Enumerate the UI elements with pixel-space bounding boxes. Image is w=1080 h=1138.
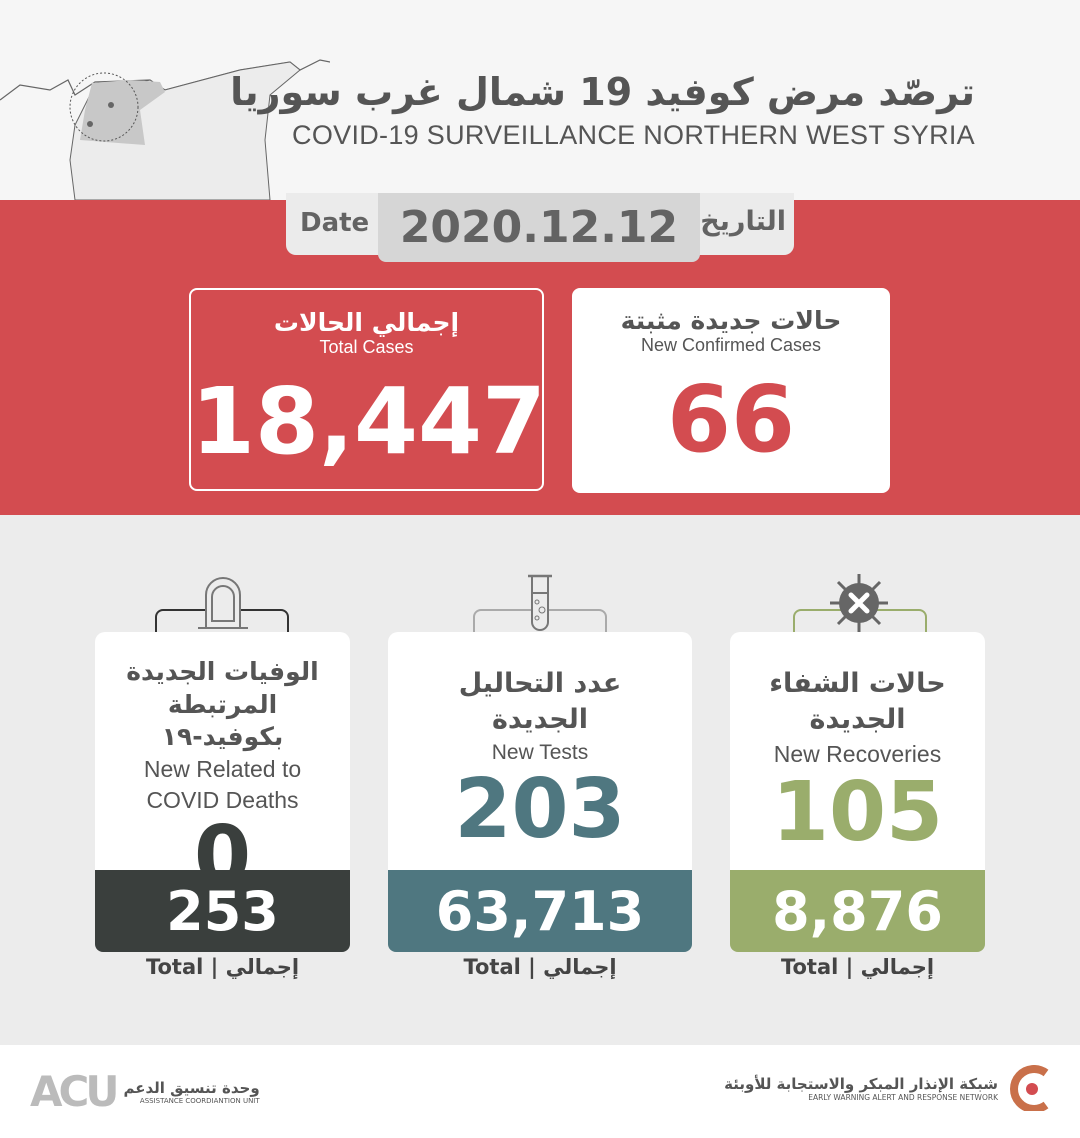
- ewarn-name-ar: شبكة الإنذار المبكر والاستجابة للأوبئة: [724, 1074, 998, 1093]
- acu-name-en: ASSISTANCE COORDIANTION UNIT: [139, 1096, 260, 1105]
- total-cases-value: 18,447: [191, 368, 547, 475]
- tests-label-ar: عدد التحاليل الجديدة: [458, 668, 622, 736]
- new-confirmed-label-en: New Confirmed Cases: [640, 335, 822, 355]
- new-confirmed-card: حالات جديدة مثبتة New Confirmed Cases 66: [572, 288, 890, 493]
- ewarn-logo: شبكة الإنذار المبكر والاستجابة للأوبئة E…: [724, 1065, 1050, 1111]
- acu-logo: ACU وحدة تنسيق الدعم ASSISTANCE COORDIAN…: [30, 1067, 260, 1116]
- ewarn-name-en: EARLY WARNING ALERT AND RESPONSE NETWORK: [808, 1092, 998, 1102]
- new-confirmed-label-ar: حالات جديدة مثبتة: [620, 306, 842, 335]
- tests-total-label: Total | إجمالي: [463, 955, 617, 979]
- title-english: COVID-19 SURVEILLANCE NORTHERN WEST SYRI…: [292, 120, 975, 150]
- ewarn-logo-icon: [1010, 1065, 1049, 1111]
- total-cases-label-en: Total Cases: [319, 337, 414, 357]
- date-label-ar: التاريخ: [700, 206, 786, 237]
- test-tube-icon: [528, 574, 552, 631]
- deaths-label-en: New Related to COVID Deaths: [143, 755, 302, 813]
- tests-label-en: New Tests: [491, 740, 589, 764]
- total-cases-card: إجمالي الحالات Total Cases 18,447: [189, 288, 547, 491]
- date-value: 2020.12.12: [378, 193, 700, 262]
- title-arabic: ترصّد مرض كوفيد 19 شمال غرب سوريا: [230, 70, 975, 114]
- date-label-en: Date: [300, 208, 370, 238]
- acu-logo-mark: ACU: [30, 1067, 119, 1116]
- deaths-total-label: Total | إجمالي: [145, 955, 300, 979]
- tests-value: 203: [454, 762, 626, 858]
- tests-card: عدد التحاليل الجديدة New Tests 203: [388, 632, 692, 870]
- new-confirmed-value: 66: [666, 366, 796, 473]
- recoveries-total: 8,876: [730, 870, 985, 952]
- tests-total: 63,713: [388, 870, 692, 952]
- recoveries-label-ar: حالات الشفاء الجديدة: [769, 668, 946, 736]
- recoveries-label-en: New Recoveries: [773, 740, 942, 767]
- deaths-card: الوفيات الجديدة المرتبطة بكوفيد-١٩ New R…: [95, 632, 350, 897]
- recoveries-total-label: Total | إجمالي: [780, 955, 935, 979]
- recoveries-card: حالات الشفاء الجديدة New Recoveries 105: [730, 632, 985, 870]
- syria-map-icon: [0, 59, 330, 200]
- footer: ACU وحدة تنسيق الدعم ASSISTANCE COORDIAN…: [0, 1045, 1080, 1138]
- recoveries-value: 105: [771, 764, 944, 860]
- deaths-total: 253: [95, 870, 350, 952]
- header-area: ترصّد مرض كوفيد 19 شمال غرب سوريا COVID-…: [0, 0, 1080, 200]
- deaths-label-ar: الوفيات الجديدة المرتبطة بكوفيد-١٩: [126, 657, 319, 751]
- tombstone-icon: [198, 577, 248, 629]
- total-cases-label-ar: إجمالي الحالات: [273, 308, 460, 337]
- acu-name-ar: وحدة تنسيق الدعم: [123, 1078, 260, 1097]
- virus-cross-icon: [830, 574, 888, 632]
